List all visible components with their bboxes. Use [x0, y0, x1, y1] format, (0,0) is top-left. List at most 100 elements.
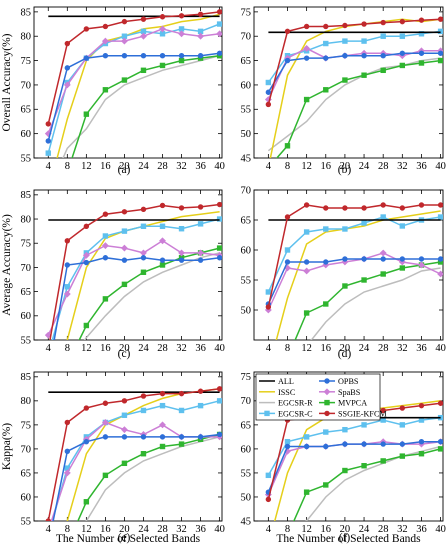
- legend-label: SpaBS: [338, 388, 361, 397]
- series-egcsr-c: [265, 214, 443, 295]
- data-point-opbs: [265, 89, 272, 95]
- data-point-spabs: [197, 249, 205, 257]
- y-axis-label: Average Accuracy(%): [1, 214, 13, 316]
- series-line-egcsr-r: [85, 436, 220, 521]
- data-point-ssgie-kfcm: [437, 16, 443, 22]
- panel-caption: (c): [118, 348, 131, 360]
- x-tick-label: 32: [397, 161, 408, 172]
- data-point-ssgie-kfcm: [323, 23, 329, 30]
- data-point-spabs: [121, 426, 128, 434]
- data-point-ssgie-kfcm: [140, 16, 147, 22]
- x-tick-label: 40: [214, 343, 225, 354]
- data-point-spabs: [63, 81, 71, 89]
- x-tick-label: 28: [157, 343, 168, 354]
- data-point-mvpca: [399, 62, 406, 69]
- data-point-mvpca: [159, 262, 166, 268]
- data-point-ssgie-kfcm: [159, 202, 166, 209]
- data-point-opbs: [303, 443, 310, 450]
- data-point-egcsr-c: [102, 233, 109, 239]
- data-point-mvpca: [361, 72, 367, 78]
- data-point-ssgie-kfcm: [83, 26, 90, 32]
- data-point-egcsr-c: [342, 426, 348, 433]
- data-point-opbs: [437, 50, 443, 56]
- y-tick-label: 70: [21, 444, 32, 455]
- data-point-ssgie-kfcm: [399, 405, 406, 411]
- panel-caption: (e): [118, 532, 131, 544]
- data-point-egcsr-c: [323, 429, 329, 435]
- y-tick-label: 60: [21, 311, 32, 322]
- data-point-opbs: [342, 441, 348, 447]
- x-axis-label: The Number of Selected Bands: [56, 533, 201, 545]
- data-point-ssgie-kfcm: [284, 28, 291, 35]
- series-egcsr-c: [45, 21, 222, 156]
- legend-label: ISSC: [278, 388, 296, 397]
- data-point-mvpca: [46, 410, 51, 415]
- x-tick-label: 4: [266, 161, 272, 172]
- series-line-ssgie-kfcm: [47, 388, 220, 521]
- chart-panel-1: 55 60 65 70 75 80 85 4 8 12 16 20 24 28 32 36 40 Overall …: [1, 6, 225, 176]
- data-point-mvpca: [342, 467, 348, 474]
- panel-caption: (b): [338, 164, 352, 176]
- data-point-egcsr-c: [361, 220, 367, 226]
- data-point-spabs: [101, 37, 109, 45]
- series-egcsr-r: [305, 445, 441, 521]
- y-tick-label: 55: [21, 335, 32, 346]
- data-point-ssgie-kfcm: [159, 390, 166, 397]
- data-point-mvpca: [342, 283, 348, 289]
- y-tick-label: 45: [241, 153, 252, 164]
- x-tick-label: 24: [359, 161, 370, 172]
- y-tick-label: 60: [21, 492, 32, 503]
- y-tick-label: 50: [241, 129, 252, 140]
- y-tick-label: 45: [241, 516, 252, 527]
- series-line-issc: [56, 13, 220, 158]
- x-tick-label: 16: [321, 343, 332, 354]
- x-tick-label: 32: [176, 524, 187, 535]
- data-point-mvpca: [83, 111, 90, 117]
- data-point-egcsr-c: [45, 150, 51, 156]
- series-opbs: [265, 50, 443, 95]
- x-tick-label: 28: [157, 161, 168, 172]
- x-tick-label: 24: [359, 343, 370, 354]
- x-tick-label: 8: [65, 161, 70, 172]
- data-point-egcsr-c: [303, 229, 310, 235]
- data-point-ssgie-kfcm: [418, 202, 425, 208]
- data-point-mvpca: [121, 281, 128, 288]
- data-point-mvpca: [102, 296, 109, 302]
- series-ssgie-kfcm: [265, 16, 443, 108]
- data-point-opbs: [178, 434, 185, 440]
- legend-entry-all: ALL: [259, 377, 294, 386]
- data-point-egcsr-c: [361, 38, 367, 44]
- data-point-egcsr-c: [216, 21, 222, 27]
- series-line-egcsr-c: [51, 218, 220, 340]
- x-tick-label: 24: [359, 524, 370, 535]
- data-point-opbs: [140, 255, 147, 261]
- legend-swatch-marker: [264, 410, 270, 417]
- series-group: [264, 202, 443, 340]
- chart-panel-5: 55 60 65 70 75 80 85 4 8 12 16 20 24 28 32 36 40 Kappa(%)…: [1, 371, 225, 545]
- plot-frame: [33, 6, 223, 159]
- data-point-ssgie-kfcm: [380, 407, 386, 414]
- chart-panel-3: 55 60 65 70 75 80 85 4 8 12 16 20 24 28 32 36 40 Average …: [1, 189, 225, 415]
- data-point-spabs: [159, 421, 166, 429]
- x-tick-label: 36: [195, 161, 206, 172]
- data-point-opbs: [437, 438, 443, 445]
- data-point-opbs: [197, 257, 204, 263]
- series-egcsr-c: [265, 28, 443, 86]
- series-ssgie-kfcm: [265, 202, 443, 310]
- y-tick-label: 85: [21, 190, 32, 201]
- data-point-egcsr-c: [197, 402, 204, 409]
- legend-entry-mvpca: MVPCA: [319, 399, 367, 408]
- data-point-ssgie-kfcm: [284, 214, 291, 220]
- x-tick-label: 12: [81, 343, 92, 354]
- series-ssgie-kfcm: [49, 201, 222, 340]
- y-tick-label: 75: [21, 56, 32, 67]
- data-point-egcsr-c: [284, 247, 291, 253]
- data-point-spabs: [216, 30, 222, 38]
- data-point-opbs: [380, 256, 386, 262]
- series-ssgie-kfcm: [45, 9, 222, 127]
- x-tick-label: 8: [285, 161, 290, 172]
- series-line-egcsr-c: [267, 30, 441, 83]
- series-mvpca: [294, 259, 443, 340]
- data-point-spabs: [101, 419, 109, 426]
